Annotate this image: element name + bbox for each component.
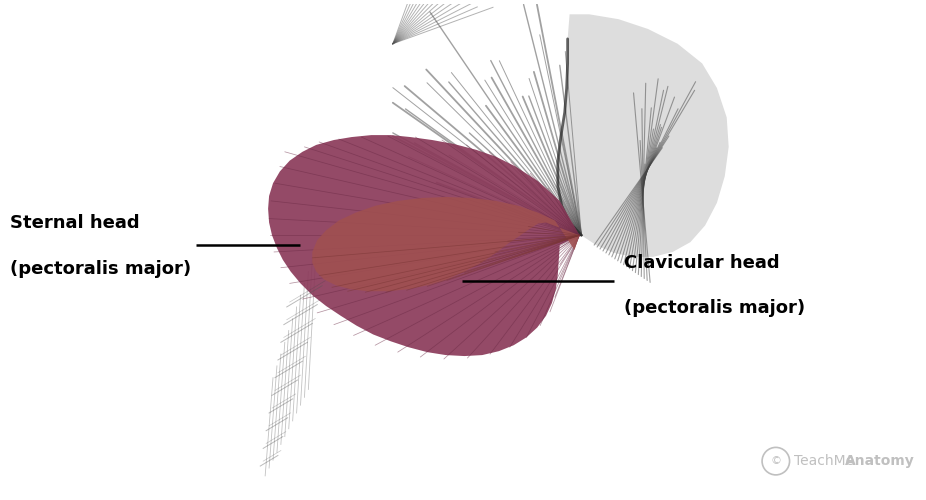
- Text: Anatomy: Anatomy: [845, 454, 914, 468]
- Text: (pectoralis major): (pectoralis major): [10, 260, 191, 278]
- Text: Sternal head: Sternal head: [10, 214, 140, 232]
- Polygon shape: [312, 197, 580, 291]
- Text: Clavicular head: Clavicular head: [623, 254, 780, 272]
- Text: TeachMe: TeachMe: [794, 454, 854, 468]
- Polygon shape: [269, 135, 580, 356]
- Text: ©: ©: [770, 456, 782, 466]
- Text: (pectoralis major): (pectoralis major): [623, 299, 805, 317]
- Polygon shape: [557, 14, 729, 257]
